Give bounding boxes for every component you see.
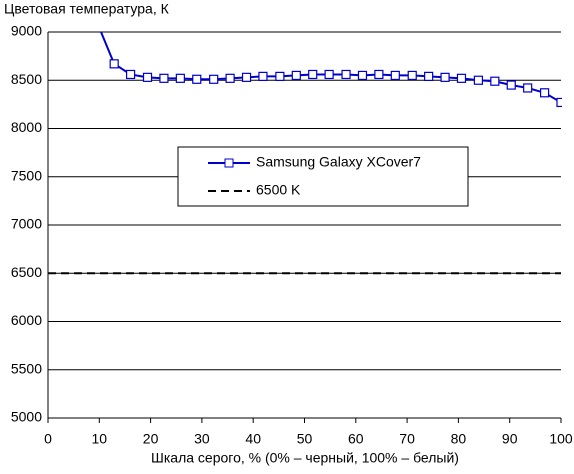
marker <box>556 97 562 108</box>
y-tick-label: 5000 <box>11 409 42 425</box>
marker <box>291 70 301 81</box>
marker <box>175 73 185 83</box>
y-tick-label: 8500 <box>11 71 42 87</box>
y-tick-label: 8000 <box>11 119 42 135</box>
x-tick-label: 70 <box>399 431 415 447</box>
y-tick-label: 5500 <box>11 360 42 376</box>
marker <box>209 74 219 84</box>
x-tick-label: 50 <box>297 431 313 447</box>
legend-box <box>177 146 469 207</box>
marker <box>241 72 252 82</box>
x-axis-label: Шкала серого, % (0% – черный, 100% – бел… <box>151 450 459 466</box>
x-tick-label: 40 <box>245 431 261 447</box>
marker <box>125 69 136 80</box>
marker <box>142 72 153 82</box>
marker <box>407 70 417 81</box>
marker <box>473 75 484 85</box>
y-tick-label: 6000 <box>11 312 42 328</box>
x-tick-label: 30 <box>194 431 210 447</box>
marker <box>275 71 285 81</box>
x-tick-label: 0 <box>44 431 52 447</box>
marker <box>357 70 368 81</box>
marker <box>506 80 516 90</box>
legend-marker <box>224 158 234 168</box>
plot-area <box>48 32 562 275</box>
marker <box>225 73 235 83</box>
x-tick-label: 20 <box>143 431 159 447</box>
y-tick-label: 6500 <box>11 264 42 280</box>
marker <box>490 76 500 86</box>
x-tick-label: 90 <box>502 431 518 447</box>
marker <box>539 88 550 98</box>
marker <box>523 83 533 93</box>
legend-label: Samsung Galaxy XCover7 <box>256 154 421 170</box>
marker <box>109 59 119 69</box>
y-tick-label: 9000 <box>11 23 42 39</box>
marker <box>374 69 384 80</box>
marker <box>192 74 202 84</box>
x-tick-label: 100 <box>549 431 573 447</box>
marker <box>324 69 334 80</box>
marker <box>341 69 351 80</box>
marker <box>258 71 268 81</box>
y-tick-label: 7000 <box>11 216 42 232</box>
x-tick-label: 10 <box>92 431 108 447</box>
marker <box>456 73 467 83</box>
marker <box>159 73 169 83</box>
legend-label: 6500 K <box>256 182 301 198</box>
x-tick-label: 60 <box>348 431 364 447</box>
marker <box>424 71 434 81</box>
marker <box>440 72 450 82</box>
marker <box>390 70 400 81</box>
x-tick-label: 80 <box>451 431 467 447</box>
marker <box>308 69 318 80</box>
y-tick-label: 7500 <box>11 167 42 183</box>
y-axis-label: Цветовая температура, К <box>4 1 170 17</box>
